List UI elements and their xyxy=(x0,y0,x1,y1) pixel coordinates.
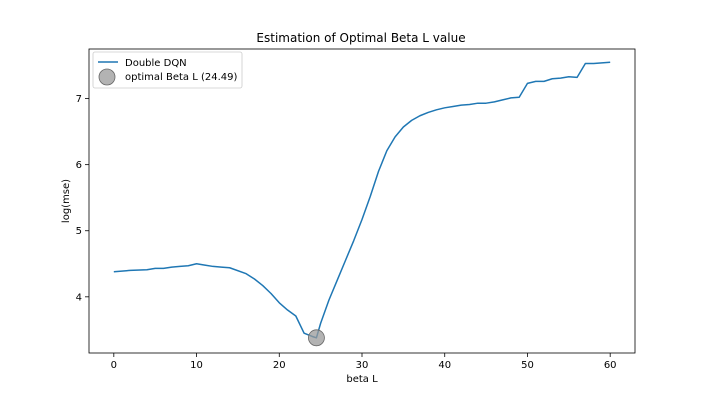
x-tick-label: 20 xyxy=(273,360,286,371)
x-tick-label: 40 xyxy=(438,360,451,371)
x-axis-label: beta L xyxy=(346,374,378,385)
y-tick-label: 6 xyxy=(76,160,82,171)
series-line-0 xyxy=(113,61,611,339)
x-tick-label: 0 xyxy=(111,360,117,371)
y-tick-label: 7 xyxy=(76,94,82,105)
x-tick-label: 60 xyxy=(604,360,617,371)
legend-label-marker: optimal Beta L (24.49) xyxy=(125,72,238,83)
legend-box xyxy=(92,51,243,89)
axis-ticks: 0 10 20 30 40 50 60 4 5 6 7 xyxy=(76,94,617,371)
series-layer xyxy=(113,61,611,347)
chart-title: Estimation of Optimal Beta L value xyxy=(256,31,465,45)
legend-marker-swatch xyxy=(98,68,116,86)
x-tick-label: 50 xyxy=(521,360,534,371)
legend: Double DQN optimal Beta L (24.49) xyxy=(92,51,243,89)
plot-area xyxy=(89,49,635,353)
plot-frame xyxy=(88,48,636,354)
y-tick-label: 5 xyxy=(76,226,82,237)
x-tick-label: 30 xyxy=(356,360,369,371)
legend-label-series: Double DQN xyxy=(125,58,187,69)
x-tick-label: 10 xyxy=(190,360,203,371)
y-axis-label: log(mse) xyxy=(61,179,72,223)
y-tick-label: 4 xyxy=(76,292,82,303)
optimal-point-marker xyxy=(308,329,325,347)
